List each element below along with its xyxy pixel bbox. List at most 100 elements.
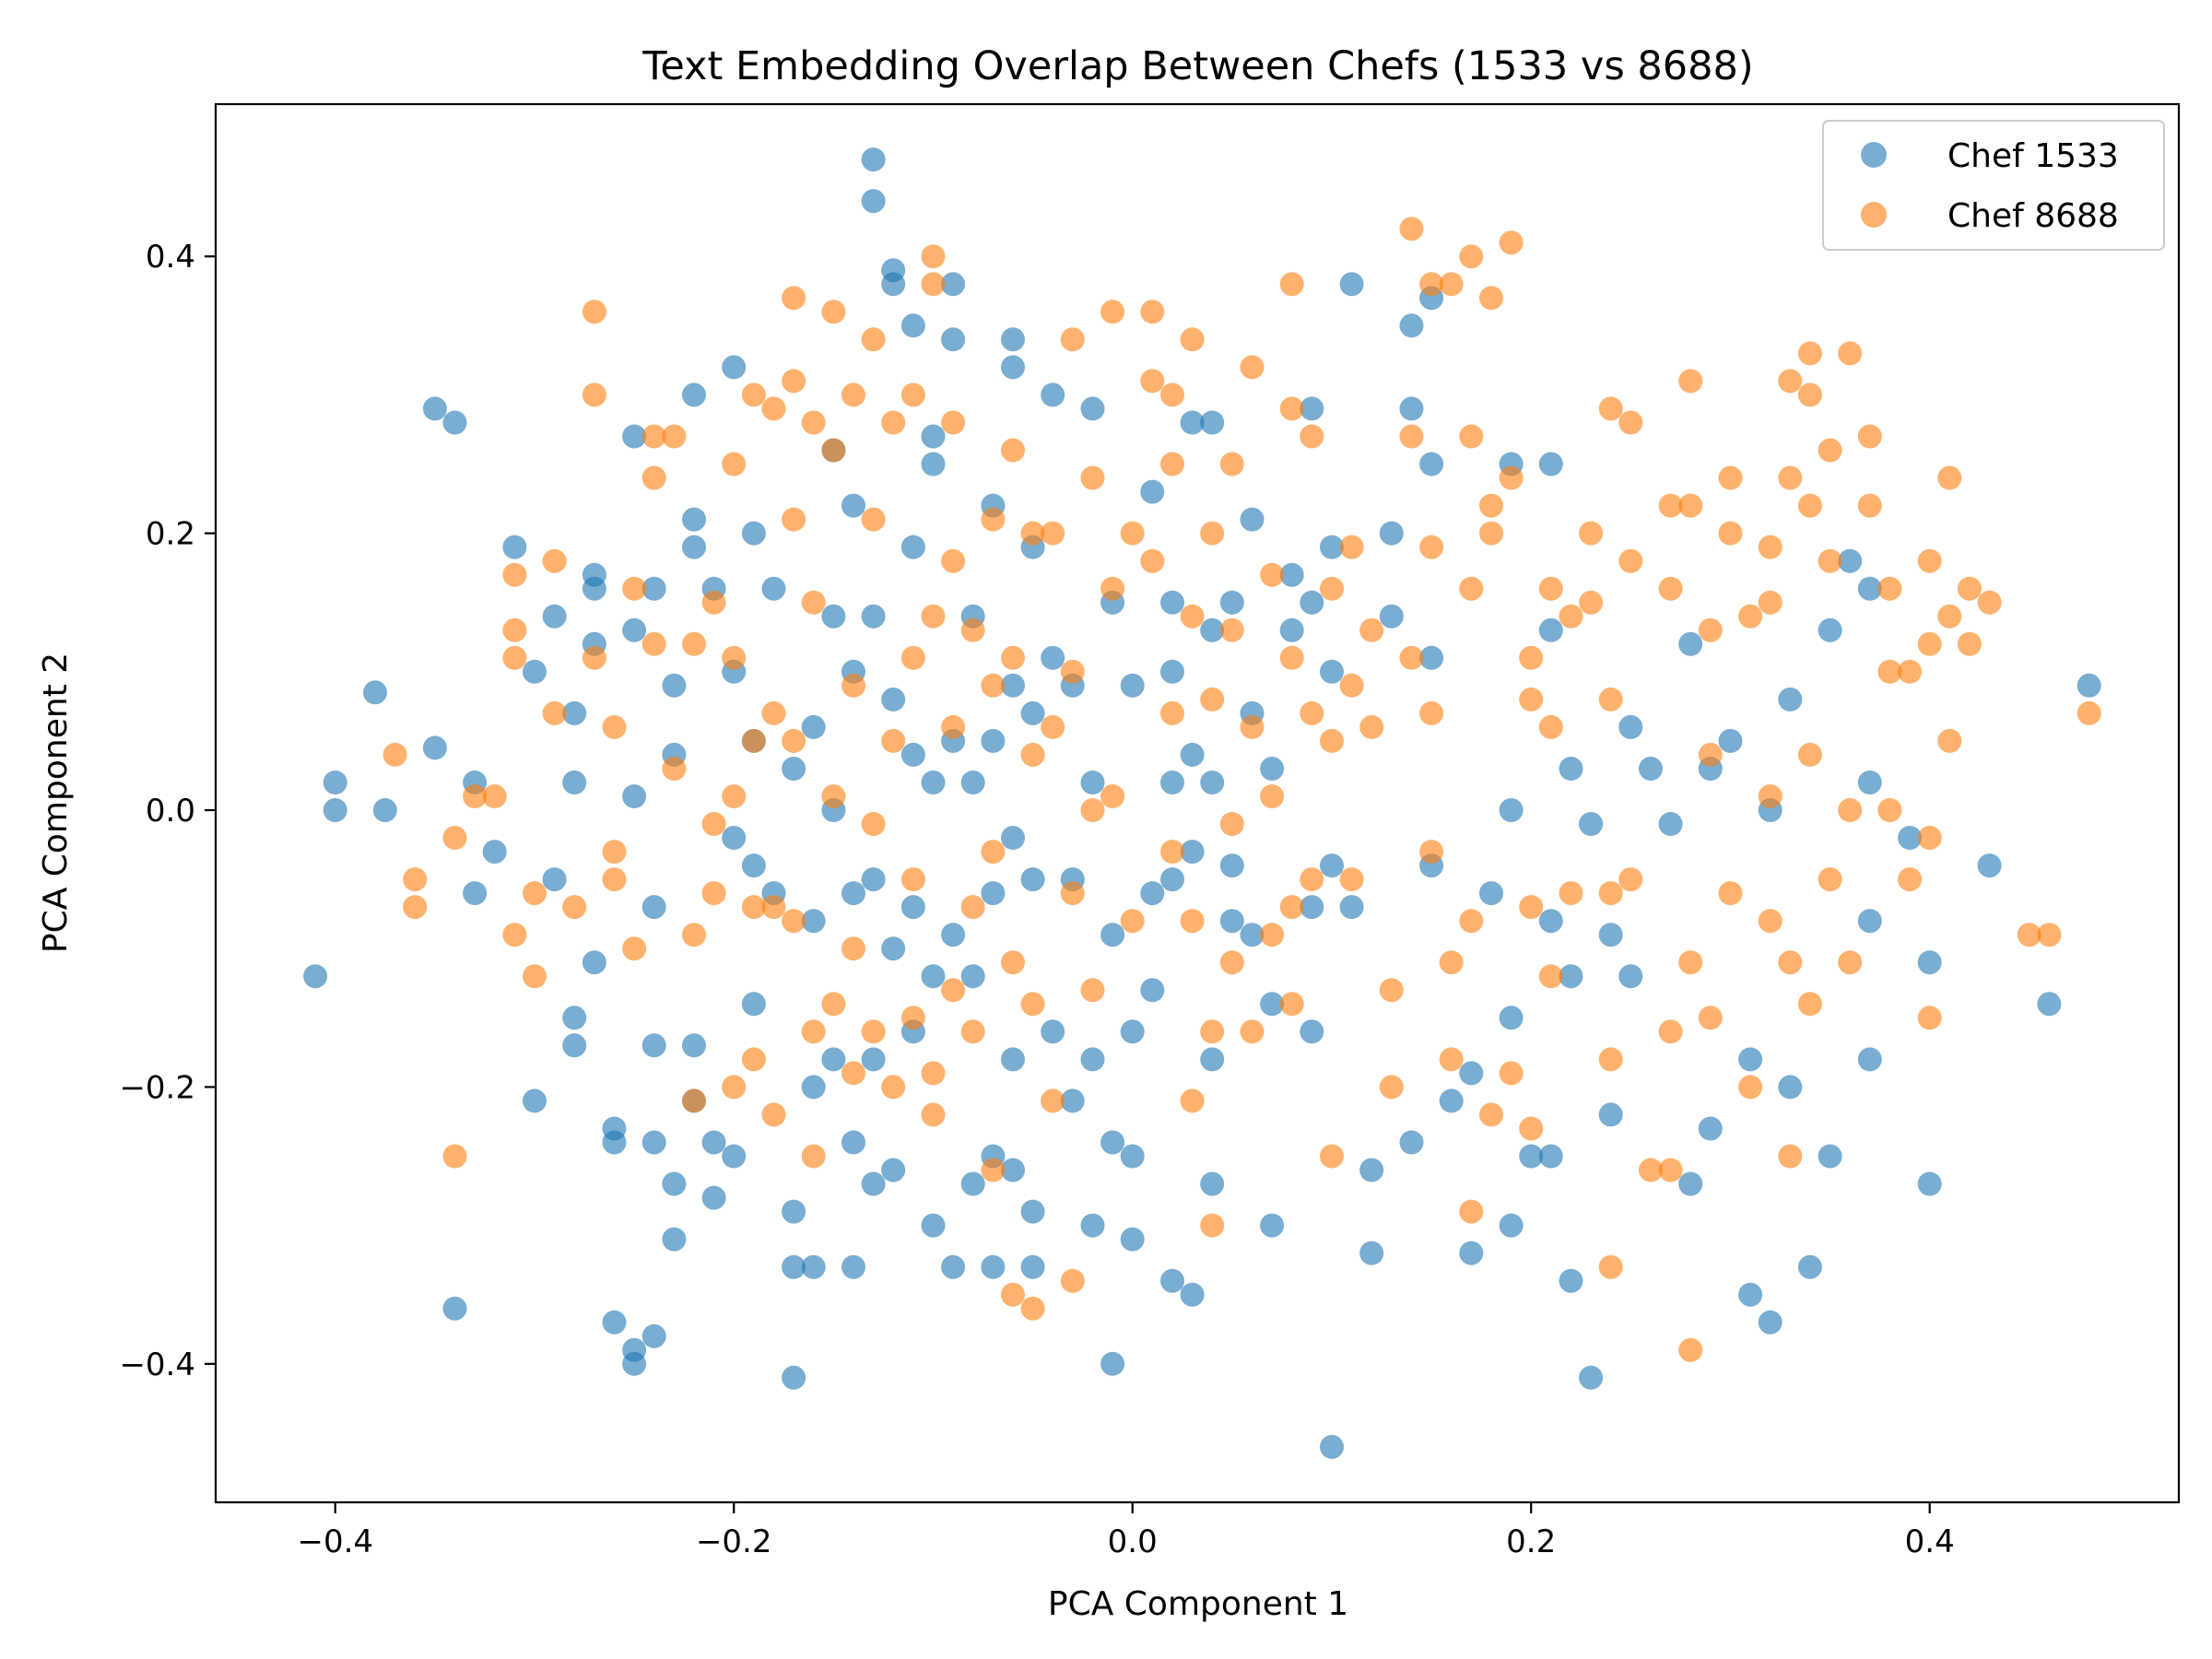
data-point xyxy=(1001,645,1025,670)
legend-label-chef-8688: Chef 8688 xyxy=(1947,197,2119,235)
data-point xyxy=(1439,950,1464,975)
data-point xyxy=(960,618,985,642)
data-point xyxy=(1937,604,1962,629)
data-point xyxy=(1160,700,1184,725)
data-point xyxy=(562,1033,587,1058)
data-point xyxy=(1917,631,1942,656)
data-point xyxy=(1758,590,1783,615)
data-point xyxy=(482,840,507,865)
data-point xyxy=(782,757,806,781)
data-point xyxy=(1738,1075,1763,1100)
data-point xyxy=(981,1254,1006,1279)
data-point xyxy=(1698,742,1723,767)
data-point xyxy=(1279,396,1304,421)
data-point xyxy=(1379,1075,1404,1100)
data-point xyxy=(1200,771,1225,794)
data-point xyxy=(1678,369,1703,394)
data-point xyxy=(1917,1006,1942,1030)
data-point xyxy=(1160,840,1184,865)
data-point xyxy=(1020,1254,1045,1279)
data-point xyxy=(1618,964,1643,989)
data-point xyxy=(881,272,906,297)
data-point xyxy=(1459,424,1484,449)
data-point xyxy=(442,410,467,435)
data-point xyxy=(1499,1061,1524,1086)
data-point xyxy=(1598,1047,1623,1072)
data-point xyxy=(1001,327,1025,352)
data-point xyxy=(1857,424,1882,449)
data-point xyxy=(2037,923,2062,947)
data-point xyxy=(921,964,946,989)
data-point xyxy=(841,382,865,407)
data-point xyxy=(722,1144,747,1169)
data-point xyxy=(1957,576,1982,601)
data-point xyxy=(1041,645,1065,670)
data-point xyxy=(741,853,766,878)
data-point xyxy=(323,798,347,822)
data-point xyxy=(1598,1254,1623,1279)
data-point xyxy=(761,700,786,725)
data-point xyxy=(1379,604,1404,629)
data-point xyxy=(1279,272,1304,297)
data-point xyxy=(1100,784,1125,808)
data-point xyxy=(861,1047,886,1072)
data-point xyxy=(1439,1047,1464,1072)
data-point xyxy=(1499,465,1524,490)
data-point xyxy=(2077,700,2101,725)
data-point xyxy=(1758,535,1783,559)
data-point xyxy=(1479,1102,1503,1127)
data-point xyxy=(782,1365,806,1390)
data-point xyxy=(821,300,846,324)
data-point xyxy=(682,382,706,407)
data-point xyxy=(1738,1282,1763,1307)
data-point xyxy=(582,382,606,407)
data-point xyxy=(1399,313,1424,338)
data-point xyxy=(1041,714,1065,739)
data-point xyxy=(1459,1061,1484,1086)
data-point xyxy=(1758,1310,1783,1335)
data-point xyxy=(1300,590,1324,615)
data-point xyxy=(442,1144,467,1169)
data-point xyxy=(641,424,666,449)
data-point xyxy=(1320,728,1344,753)
data-point xyxy=(861,327,886,352)
data-point xyxy=(1797,341,1822,366)
data-point xyxy=(1300,424,1324,449)
data-point xyxy=(701,1130,726,1155)
data-point xyxy=(981,728,1006,753)
data-point xyxy=(1877,798,1902,822)
data-point xyxy=(960,1171,985,1196)
data-point xyxy=(1538,618,1563,642)
data-point xyxy=(622,784,647,808)
data-point xyxy=(941,923,966,947)
data-point xyxy=(1001,438,1025,463)
data-point xyxy=(442,1296,467,1321)
data-point xyxy=(941,714,966,739)
data-point xyxy=(1359,618,1384,642)
data-point xyxy=(1639,757,1663,781)
data-point xyxy=(981,673,1006,698)
data-point xyxy=(1020,742,1045,767)
data-point xyxy=(682,1033,706,1058)
data-point xyxy=(1020,700,1045,725)
data-point xyxy=(1838,798,1863,822)
data-point xyxy=(801,909,826,934)
data-point xyxy=(1439,1088,1464,1113)
data-point xyxy=(2077,673,2101,698)
data-point xyxy=(1100,1130,1125,1155)
data-point xyxy=(1917,1171,1942,1196)
data-point xyxy=(1917,950,1942,975)
data-point xyxy=(1160,452,1184,477)
data-point xyxy=(602,867,627,892)
data-point xyxy=(1060,881,1085,906)
data-point xyxy=(1219,618,1244,642)
data-point xyxy=(821,992,846,1017)
data-point xyxy=(1120,1019,1145,1044)
data-point xyxy=(881,728,906,753)
data-point xyxy=(502,618,527,642)
data-point xyxy=(1260,1213,1285,1238)
data-point xyxy=(1459,909,1484,934)
data-point xyxy=(1140,369,1165,394)
data-point xyxy=(1339,673,1364,698)
data-point xyxy=(1419,272,1444,297)
